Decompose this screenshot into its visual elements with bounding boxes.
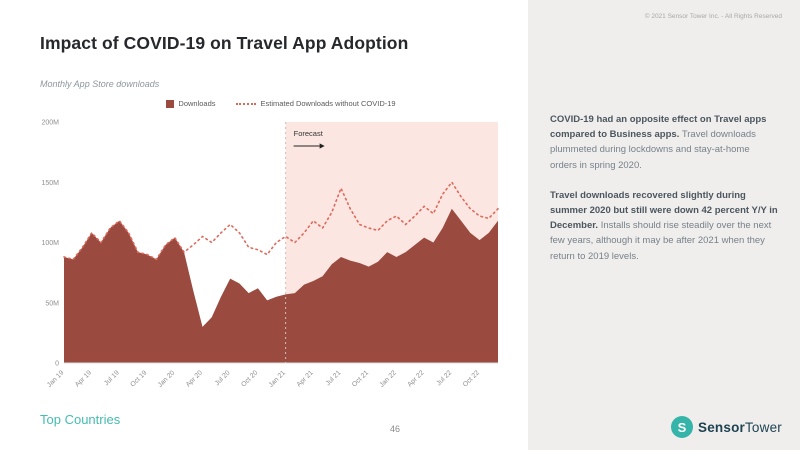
sensor-tower-logo: S SensorTower (671, 416, 782, 438)
commentary-paragraph-2-lead: Travel downloads recovered slightly duri… (550, 189, 778, 232)
svg-text:Apr 21: Apr 21 (296, 369, 315, 388)
svg-text:Oct 19: Oct 19 (129, 369, 148, 388)
commentary-text: COVID-19 had an opposite effect on Trave… (550, 112, 778, 279)
page-title: Impact of COVID-19 on Travel App Adoptio… (40, 33, 409, 53)
svg-text:Jan 20: Jan 20 (157, 369, 177, 389)
svg-text:Apr 19: Apr 19 (74, 369, 93, 388)
legend-item-downloads: Downloads (166, 99, 216, 108)
commentary-paragraph-1-lead: COVID-19 had an opposite effect on Trave… (550, 114, 767, 141)
estimated-dotted-line-icon (235, 102, 256, 105)
svg-text:Forecast: Forecast (294, 129, 324, 138)
svg-text:Jul 20: Jul 20 (214, 369, 232, 387)
svg-text:Jan 21: Jan 21 (268, 369, 288, 389)
chart-legend: Downloads Estimated Downloads without CO… (64, 99, 498, 108)
footer-link-top-countries: Top Countries (40, 412, 121, 427)
svg-text:Jul 22: Jul 22 (435, 369, 453, 387)
chart-subtitle: Monthly App Store downloads (40, 79, 160, 89)
commentary-sidebar: © 2021 Sensor Tower Inc. - All Rights Re… (528, 0, 800, 450)
logo-text-sensor: Sensor (698, 419, 745, 435)
downloads-chart: 0 50M 100M 150M 200M Jan 19 Apr 19 Jul 19 Oct 19… (41, 120, 499, 389)
svg-text:Jan 22: Jan 22 (378, 369, 398, 389)
svg-text:Oct 20: Oct 20 (240, 369, 259, 388)
svg-text:100M: 100M (41, 240, 59, 247)
sensor-tower-logo-icon: S (671, 416, 694, 438)
sensor-tower-logo-text: SensorTower (698, 420, 782, 435)
commentary-paragraph-1: COVID-19 had an opposite effect on Trave… (550, 112, 778, 173)
svg-text:Apr 20: Apr 20 (185, 369, 204, 388)
svg-text:Oct 22: Oct 22 (462, 369, 481, 388)
copyright-text: © 2021 Sensor Tower Inc. - All Rights Re… (644, 13, 782, 20)
svg-text:Jan 19: Jan 19 (46, 369, 66, 389)
svg-text:200M: 200M (41, 120, 59, 127)
svg-text:Oct 21: Oct 21 (351, 369, 370, 388)
legend-label-downloads: Downloads (178, 99, 216, 108)
svg-text:Apr 22: Apr 22 (406, 369, 425, 388)
legend-label-estimated: Estimated Downloads without COVID-19 (260, 99, 396, 108)
commentary-paragraph-1-body: Travel downloads plummeted during lockdo… (550, 129, 756, 171)
commentary-paragraph-2: Travel downloads recovered slightly duri… (550, 188, 778, 264)
chart-area: 0 50M 100M 150M 200M Jan 19 Apr 19 Jul 19 Oct 19… (28, 112, 508, 412)
svg-text:Jul 21: Jul 21 (325, 369, 343, 387)
svg-text:150M: 150M (41, 180, 59, 187)
downloads-swatch-icon (166, 99, 175, 108)
svg-text:0: 0 (55, 361, 59, 368)
legend-item-estimated: Estimated Downloads without COVID-19 (235, 99, 396, 108)
page-number: 46 (390, 424, 401, 434)
svg-text:Jul 19: Jul 19 (103, 369, 121, 387)
logo-text-tower: Tower (744, 419, 782, 435)
commentary-paragraph-2-body: Installs should rise steadily over the n… (550, 220, 772, 262)
svg-text:50M: 50M (45, 300, 59, 307)
